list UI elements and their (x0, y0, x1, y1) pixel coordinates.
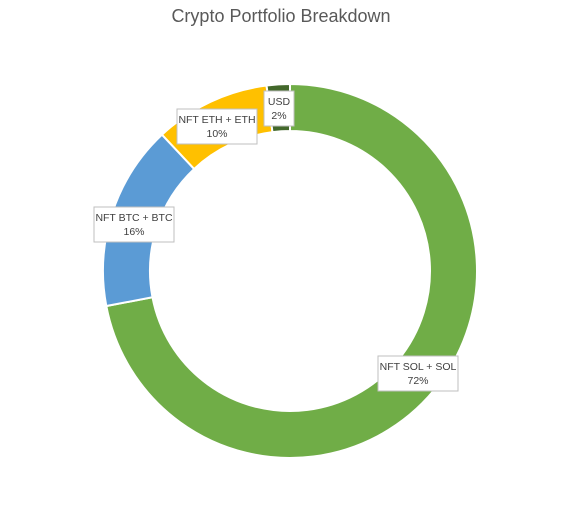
data-label: NFT ETH + ETH 10% (176, 108, 258, 145)
data-label-percent: 2% (271, 110, 286, 122)
data-label-percent: 72% (407, 375, 428, 387)
data-label-percent: 10% (206, 128, 227, 140)
data-label: NFT SOL + SOL 72% (377, 355, 459, 392)
data-label-category: NFT ETH + ETH (178, 114, 255, 126)
data-label-box (93, 206, 175, 243)
data-label-box (176, 108, 258, 145)
slice-nft-sol-sol (105, 82, 478, 459)
data-labels: NFT SOL + SOL 72% NFT BTC + BTC 16% NFT ETH … (93, 90, 459, 392)
data-label-box (263, 90, 295, 127)
data-label-category: NFT BTC + BTC (95, 212, 173, 224)
data-label-box (377, 355, 459, 392)
data-label: USD 2% (263, 90, 295, 127)
data-label-category: NFT SOL + SOL (380, 361, 457, 373)
data-label-category: USD (268, 96, 291, 108)
data-label: NFT BTC + BTC 16% (93, 206, 175, 243)
data-label-percent: 16% (123, 226, 144, 238)
chart-title: Crypto Portfolio Breakdown (171, 6, 390, 26)
doughnut-slices (102, 82, 478, 459)
